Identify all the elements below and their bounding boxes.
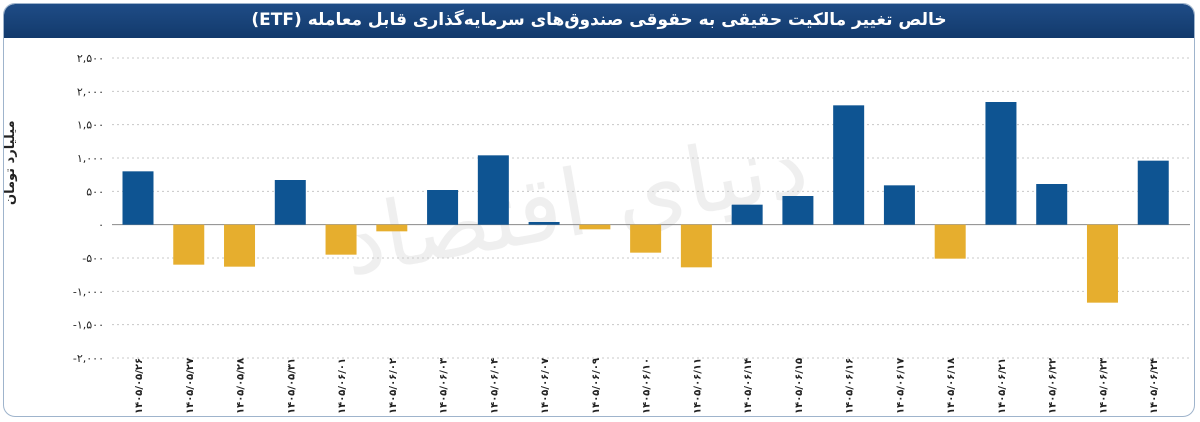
bar (1137, 160, 1169, 225)
bar (680, 224, 712, 268)
x-tick-label: ۱۴۰۵/۰۶/۰۳ (439, 358, 450, 414)
x-tick-label: ۱۴۰۵/۰۶/۲۲ (1048, 358, 1059, 414)
y-tick-label: -۱,۰۰۰ (73, 285, 104, 298)
y-tick-label: -۱,۵۰۰ (73, 319, 104, 332)
x-tick-label: ۱۴۰۵/۰۵/۲۸ (236, 358, 247, 414)
y-tick-label: ۲,۵۰۰ (77, 52, 104, 65)
x-tick-label: ۱۴۰۵/۰۶/۱۱ (692, 358, 703, 414)
y-tick-label: ۲,۰۰۰ (77, 85, 104, 98)
x-tick-label: ۱۴۰۵/۰۵/۲۶ (134, 358, 145, 414)
bar (325, 224, 357, 255)
bar (1036, 184, 1068, 225)
x-tick-label: ۱۴۰۵/۰۶/۰۹ (591, 358, 602, 414)
chart-title: خالص تغییر مالکیت حقیقی به حقوقی صندوق‌ه… (251, 10, 947, 30)
x-tick-label: ۱۴۰۵/۰۶/۲۳ (1098, 358, 1109, 414)
y-tick-label: -۵۰۰ (82, 252, 104, 265)
x-tick-label: ۱۴۰۵/۰۶/۰۲ (388, 358, 399, 414)
bar (224, 224, 256, 267)
x-tick-label: ۱۴۰۵/۰۵/۲۷ (185, 358, 196, 414)
bar (731, 204, 763, 225)
bar (122, 171, 154, 225)
x-tick-label: ۱۴۰۵/۰۶/۱۵ (794, 358, 805, 414)
bar (477, 155, 509, 225)
x-tick-label: ۱۴۰۵/۰۶/۱۷ (895, 358, 906, 414)
x-tick-label: ۱۴۰۵/۰۶/۱۴ (743, 358, 754, 414)
bar (833, 105, 865, 225)
bar (630, 224, 662, 253)
title-bar: خالص تغییر مالکیت حقیقی به حقوقی صندوق‌ه… (4, 4, 1194, 38)
y-tick-label: ۱,۵۰۰ (77, 119, 104, 132)
x-tick-label: ۱۴۰۵/۰۶/۱۶ (845, 358, 856, 414)
y-tick-label: ۰ (98, 219, 104, 232)
bar (376, 224, 408, 232)
x-tick-label: ۱۴۰۵/۰۶/۲۴ (1149, 358, 1160, 414)
y-tick-label: ۵۰۰ (86, 185, 104, 198)
bar (579, 224, 611, 230)
x-tick-label: ۱۴۰۵/۰۶/۰۴ (489, 358, 500, 414)
x-tick-label: ۱۴۰۵/۰۶/۱۰ (642, 358, 653, 414)
bar (782, 196, 814, 225)
bar (1086, 224, 1118, 303)
x-tick-label: ۱۴۰۵/۰۶/۲۱ (997, 358, 1008, 414)
bar (883, 185, 915, 225)
y-tick-label: -۲,۰۰۰ (73, 352, 104, 365)
bar (985, 102, 1017, 225)
bar (274, 180, 306, 225)
x-tick-label: ۱۴۰۵/۰۶/۰۱ (337, 358, 348, 414)
x-tick-label: ۱۴۰۵/۰۵/۳۱ (286, 358, 297, 414)
bar (934, 224, 966, 259)
y-tick-label: ۱,۰۰۰ (77, 152, 104, 165)
bar (427, 190, 459, 225)
x-tick-label: ۱۴۰۵/۰۶/۱۸ (946, 358, 957, 414)
bar (173, 224, 205, 265)
bar (528, 222, 560, 225)
x-tick-label: ۱۴۰۵/۰۶/۰۷ (540, 358, 551, 414)
